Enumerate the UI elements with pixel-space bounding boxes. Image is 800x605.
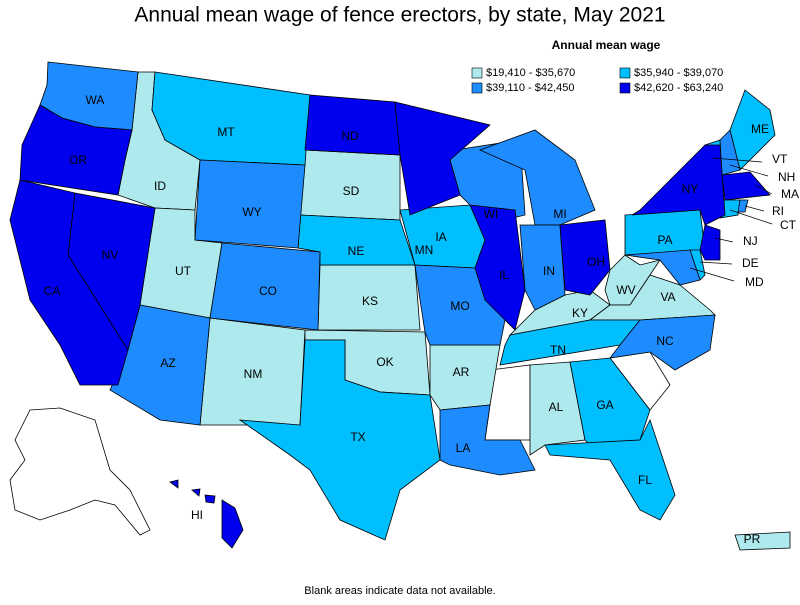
state-label: OR <box>69 153 87 167</box>
leader-line <box>729 209 773 225</box>
state-label: WA <box>86 93 105 107</box>
state-label: WY <box>242 205 261 219</box>
state-label: AR <box>453 365 470 379</box>
state <box>238 339 441 541</box>
state-label: MI <box>553 207 566 221</box>
state-label: FL <box>638 473 652 487</box>
legend-title: Annual mean wage <box>552 38 661 52</box>
state <box>169 479 244 549</box>
leader-line <box>714 237 734 243</box>
state <box>304 94 401 156</box>
state-label: NM <box>244 367 263 381</box>
state <box>529 361 586 456</box>
state <box>631 144 726 226</box>
state-label: NY <box>682 182 699 196</box>
state <box>544 418 676 521</box>
state-label: NH <box>778 170 795 184</box>
legend-swatch <box>619 82 631 94</box>
state <box>699 224 721 261</box>
state-label: AZ <box>160 356 175 370</box>
state-label: WI <box>484 207 499 221</box>
state-label: VA <box>660 290 675 304</box>
leader-line <box>689 267 735 282</box>
state-label: MN <box>415 243 434 257</box>
state-label: NV <box>102 248 119 262</box>
state <box>439 404 536 476</box>
legend-swatch <box>619 67 631 79</box>
state-label: KS <box>362 294 378 308</box>
legend-label: $39,110 - $42,450 <box>486 82 574 94</box>
state-label: VT <box>772 152 788 166</box>
state-label: TN <box>550 343 566 357</box>
map-title: Annual mean wage of fence erectors, by s… <box>134 4 665 27</box>
state <box>209 242 321 331</box>
state-label: IN <box>543 264 555 278</box>
leader-line <box>712 157 763 163</box>
state <box>737 199 749 213</box>
state-label: CO <box>259 284 277 298</box>
state-label: UT <box>175 264 192 278</box>
state <box>9 179 129 386</box>
state-label: NJ <box>743 234 758 248</box>
state-label: AL <box>549 400 564 414</box>
state-label: IL <box>499 268 509 282</box>
state <box>624 249 701 286</box>
state <box>469 204 526 331</box>
state-label: MA <box>781 187 799 201</box>
leader-line <box>744 205 765 212</box>
state-label: KY <box>572 306 588 320</box>
state <box>609 314 716 371</box>
leader-line <box>754 184 773 195</box>
legend-label: $42,620 - $63,240 <box>634 82 723 94</box>
state-label: RI <box>772 204 784 218</box>
state-label: MD <box>745 275 764 289</box>
legend-swatch <box>471 82 483 94</box>
state-label: HI <box>191 508 203 522</box>
state <box>734 531 791 551</box>
leader-line <box>699 261 733 265</box>
state-label: ND <box>341 129 359 143</box>
state-label: SD <box>343 184 360 198</box>
state-label: GA <box>596 398 613 412</box>
state <box>394 101 491 216</box>
state-label: PR <box>744 532 761 546</box>
footnote: Blank areas indicate data not available. <box>304 585 495 597</box>
state-label: MT <box>217 125 235 139</box>
state-label: CT <box>780 218 797 232</box>
state-label: OK <box>376 355 393 369</box>
state <box>721 171 771 201</box>
state-label: CA <box>44 284 61 298</box>
leader-line <box>729 164 769 177</box>
legend-label: $19,410 - $35,670 <box>486 67 575 79</box>
state-label: NC <box>656 334 674 348</box>
state-label: NE <box>348 244 365 258</box>
state-label: WV <box>616 283 635 297</box>
state-label: DE <box>742 256 759 270</box>
state-label: TX <box>350 430 365 444</box>
state-label: ID <box>154 179 166 193</box>
state <box>478 129 596 226</box>
state-label: PA <box>657 233 672 247</box>
state <box>19 104 133 196</box>
alaska-outline <box>9 407 151 536</box>
state-label: LA <box>456 441 471 455</box>
legend-label: $35,940 - $39,070 <box>634 67 723 79</box>
state <box>519 224 566 311</box>
state-label: OH <box>587 255 605 269</box>
state-label: MO <box>450 299 469 313</box>
state <box>194 159 306 249</box>
state-label: ME <box>751 122 769 136</box>
legend-swatch <box>471 67 483 79</box>
state <box>559 219 611 296</box>
state-label: IA <box>435 230 446 244</box>
